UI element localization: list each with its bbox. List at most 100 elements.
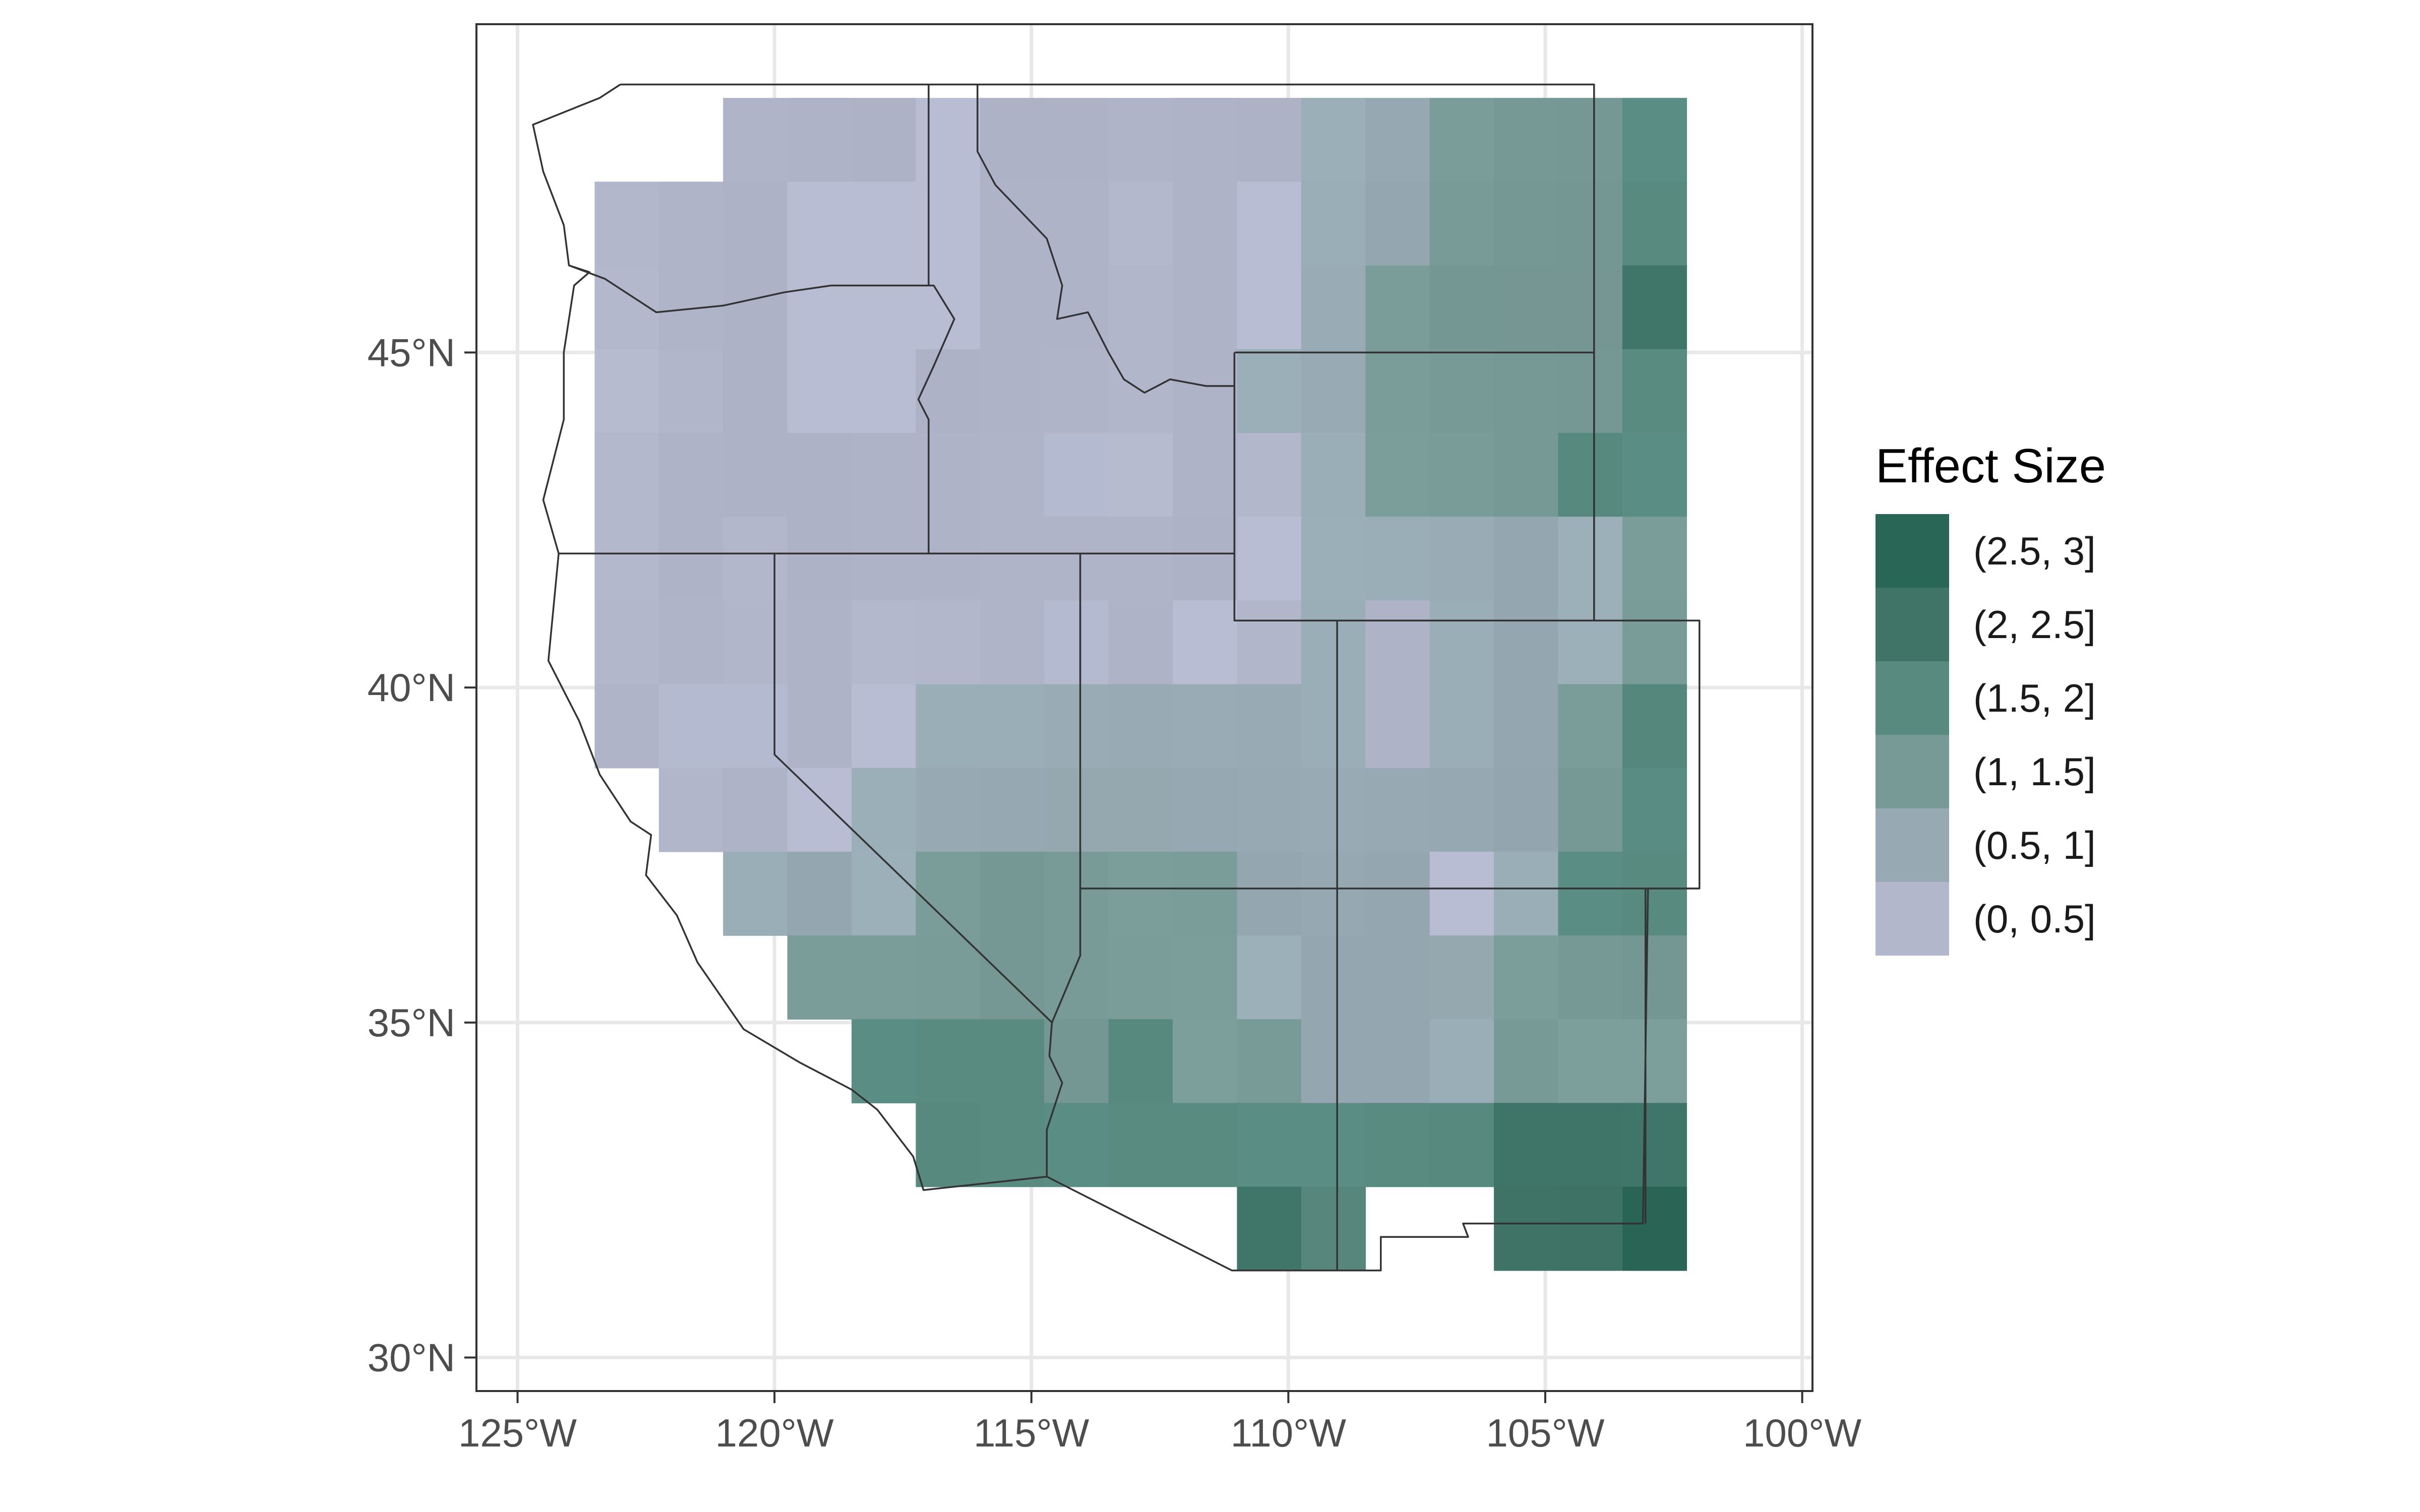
raster-cell — [1237, 181, 1302, 266]
raster-cell — [723, 684, 788, 769]
raster-cell — [1494, 265, 1559, 350]
raster-cell — [852, 349, 917, 433]
raster-cell — [1622, 432, 1687, 517]
raster-cell — [852, 181, 917, 266]
legend-rows: (2.5, 3] (2, 2.5] (1.5, 2] (1, 1.5] (0.5, 1]… — [1876, 514, 2106, 956]
raster-cell — [1622, 768, 1687, 852]
raster-cell — [1237, 1019, 1302, 1104]
raster-cell — [1622, 851, 1687, 936]
raster-cell — [1622, 517, 1687, 601]
raster-cell — [916, 935, 981, 1020]
raster-cell — [1173, 1103, 1238, 1187]
raster-cell — [658, 349, 724, 433]
raster-cell — [1237, 1186, 1302, 1271]
raster-cell — [1429, 265, 1494, 350]
raster-cell — [1044, 181, 1109, 266]
raster-cell — [594, 181, 659, 266]
raster-cell — [852, 98, 917, 182]
legend-swatch — [1876, 588, 1949, 661]
raster-cell — [723, 851, 788, 936]
raster-cell — [1237, 684, 1302, 769]
raster-cell — [658, 600, 724, 685]
raster-cell — [916, 432, 981, 517]
raster-cell — [1365, 684, 1430, 769]
arizona-west-border — [1046, 1022, 1063, 1177]
raster-cell — [658, 768, 724, 852]
raster-cell — [1044, 600, 1109, 685]
raster-cell — [1558, 684, 1623, 769]
state-borders — [532, 83, 1701, 1272]
raster-cell — [1301, 684, 1366, 769]
panel-border — [475, 23, 1813, 1392]
raster-cell — [787, 432, 852, 517]
raster-cell — [1237, 1103, 1302, 1187]
raster-cell — [1173, 98, 1238, 182]
raster-cell — [1558, 1186, 1623, 1271]
raster-cell — [1622, 1103, 1687, 1187]
raster-cell — [1237, 98, 1302, 182]
raster-cell — [1173, 1019, 1238, 1104]
raster-cell — [594, 432, 659, 517]
raster-cell — [1494, 935, 1559, 1020]
raster-cell — [787, 684, 852, 769]
raster-cell — [1301, 1103, 1366, 1187]
raster-cell — [1558, 432, 1623, 517]
raster-cell — [1494, 349, 1559, 433]
raster-cell — [1108, 600, 1173, 685]
raster-cell — [1494, 851, 1559, 936]
raster-cell — [723, 349, 788, 433]
raster-cell — [1108, 265, 1173, 350]
raster-cell — [980, 768, 1045, 852]
raster-cell — [1044, 432, 1109, 517]
raster-cell — [1044, 265, 1109, 350]
raster-cell — [1108, 181, 1173, 266]
raster-cell — [980, 1019, 1045, 1104]
raster-cell — [852, 768, 917, 852]
raster-cell — [1044, 1103, 1109, 1187]
raster-cell — [1558, 517, 1623, 601]
legend-item: (0.5, 1] — [1876, 808, 2106, 882]
raster-cell — [1237, 600, 1302, 685]
raster-cell — [723, 181, 788, 266]
raster-cell — [1173, 600, 1238, 685]
raster-cell — [1301, 432, 1366, 517]
raster-cell — [1558, 98, 1623, 182]
raster-cell — [1429, 349, 1494, 433]
raster-cell — [1429, 851, 1494, 936]
raster-cell — [1301, 768, 1366, 852]
raster-cell — [852, 600, 917, 685]
legend-label: (0, 0.5] — [1973, 896, 2096, 941]
raster-cell — [1429, 935, 1494, 1020]
raster-cell — [1237, 851, 1302, 936]
raster-cell — [1108, 432, 1173, 517]
raster-cell — [658, 684, 724, 769]
raster-cell — [1301, 600, 1366, 685]
raster-cell — [1429, 1019, 1494, 1104]
legend-title: Effect Size — [1876, 439, 2106, 493]
raster-cell — [723, 265, 788, 350]
raster-cell — [1558, 600, 1623, 685]
raster-cell — [852, 851, 917, 936]
x-tick-label: 100°W — [1743, 1411, 1861, 1455]
raster-cell — [1558, 935, 1623, 1020]
raster-cell — [723, 768, 788, 852]
raster-cell — [1173, 851, 1238, 936]
legend-item: (1.5, 2] — [1876, 661, 2106, 735]
raster-cell — [1494, 1186, 1559, 1271]
raster-cell — [980, 181, 1045, 266]
raster-cell — [1494, 1103, 1559, 1187]
raster-cell — [1365, 851, 1430, 936]
legend-label: (1, 1.5] — [1973, 749, 2096, 794]
raster-cell — [1558, 1019, 1623, 1104]
oregon-washington-border — [568, 264, 955, 554]
raster-cell — [916, 684, 981, 769]
raster-cell — [1301, 98, 1366, 182]
raster-cell — [1108, 1103, 1173, 1187]
raster-cell — [1301, 935, 1366, 1020]
raster-cell — [787, 935, 852, 1020]
raster-cell — [1044, 98, 1109, 182]
raster-cell — [1301, 349, 1366, 433]
raster-cell — [852, 935, 917, 1020]
raster-cell — [1237, 432, 1302, 517]
raster-cell — [787, 181, 852, 266]
